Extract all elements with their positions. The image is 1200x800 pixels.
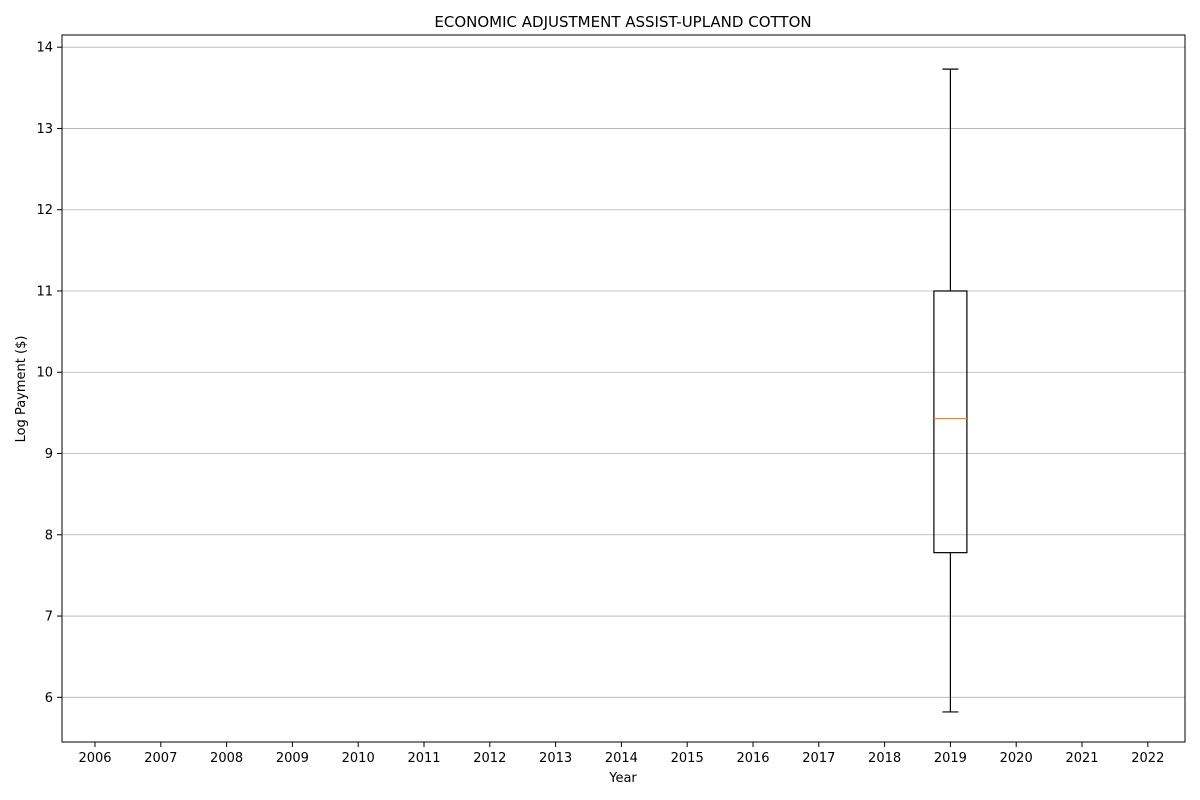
x-tick-label: 2007 (144, 751, 177, 766)
x-tick-label: 2021 (1065, 751, 1098, 766)
x-tick-label: 2013 (539, 751, 572, 766)
x-tick-label: 2008 (210, 751, 243, 766)
x-tick-label: 2015 (671, 751, 704, 766)
box-group (933, 68, 968, 713)
x-tick-label: 2016 (736, 751, 769, 766)
plot-frame (61, 34, 1186, 743)
x-tick-label: 2018 (868, 751, 901, 766)
y-tick-label: 8 (45, 528, 53, 543)
x-tick-label: 2011 (407, 751, 440, 766)
y-tick-label: 11 (36, 284, 53, 299)
y-tick-label: 12 (36, 203, 53, 218)
x-tick-label: 2009 (276, 751, 309, 766)
x-tick-label: 2022 (1131, 751, 1164, 766)
y-tick-label: 13 (36, 122, 53, 137)
x-axis: 2006 2007 2008 2009 2010 2011 2012 2013 2014 2015… (78, 742, 1164, 766)
x-tick-label: 2014 (605, 751, 638, 766)
y-tick-label: 10 (36, 366, 53, 381)
y-tick-label: 14 (36, 41, 53, 56)
y-axis-label: Log Payment ($) (14, 336, 29, 443)
y-tick-label: 7 (45, 610, 53, 625)
x-tick-label: 2012 (473, 751, 506, 766)
grid-lines (62, 46, 1185, 698)
iqr-box (933, 290, 968, 554)
x-tick-label: 2006 (78, 751, 111, 766)
y-tick-label: 9 (45, 447, 53, 462)
x-tick-label: 2017 (802, 751, 835, 766)
x-tick-label: 2010 (342, 751, 375, 766)
x-tick-label: 2020 (1000, 751, 1033, 766)
chart-title: ECONOMIC ADJUSTMENT ASSIST-UPLAND COTTON (434, 13, 811, 31)
y-axis: 6 7 8 9 10 11 12 13 14 (36, 41, 62, 706)
y-tick-label: 6 (45, 691, 53, 706)
x-axis-label: Year (608, 771, 637, 786)
x-tick-label: 2019 (934, 751, 967, 766)
